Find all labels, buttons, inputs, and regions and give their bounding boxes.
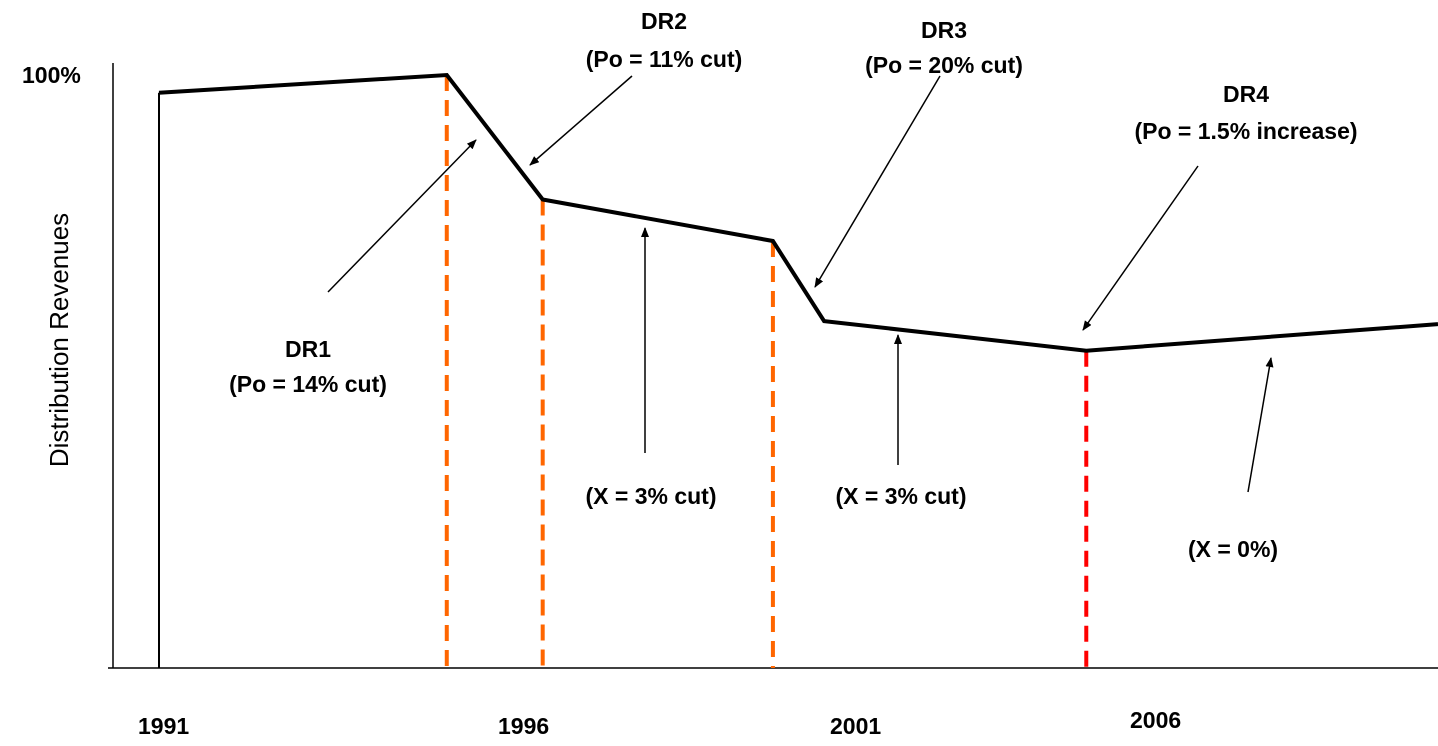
annotation-dr3-title: DR3: [921, 17, 967, 43]
arrow-dr2: [529, 75, 633, 166]
annotation-x1: (X = 3% cut): [585, 483, 716, 509]
annotation-dr4-detail: (Po = 1.5% increase): [1134, 118, 1357, 144]
arrow-x3: [1247, 357, 1274, 493]
x-tick-label-2006: 2006: [1130, 707, 1181, 733]
y-tick-label-100: 100%: [22, 62, 81, 88]
x-tick-label-1991: 1991: [138, 713, 189, 739]
arrow-dr3: [814, 75, 941, 288]
x-tick-label-1996: 1996: [498, 713, 549, 739]
annotation-dr3-detail: (Po = 20% cut): [865, 52, 1023, 78]
arrow-dr1: [327, 139, 477, 293]
annotation-dr4-title: DR4: [1223, 81, 1269, 107]
annotation-dr1-title: DR1: [285, 336, 331, 362]
annotation-dr2-title: DR2: [641, 8, 687, 34]
arrow-dr4: [1082, 165, 1199, 331]
series-line: [158, 72, 1438, 353]
x-tick-label-2001: 2001: [830, 713, 881, 739]
annotation-dr2-detail: (Po = 11% cut): [586, 46, 743, 72]
y-axis-label: Distribution Revenues: [44, 213, 74, 467]
annotation-x2: (X = 3% cut): [835, 483, 966, 509]
annotation-x3: (X = 0%): [1188, 536, 1278, 562]
annotation-dr1-detail: (Po = 14% cut): [229, 371, 387, 397]
